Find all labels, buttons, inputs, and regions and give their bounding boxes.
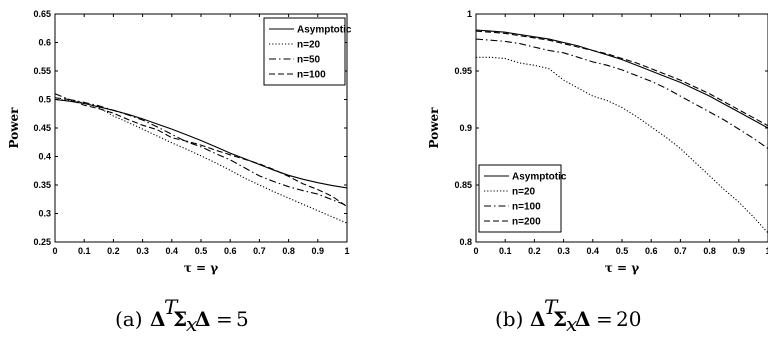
- legend-label: n=200: [512, 217, 541, 228]
- svg-text:Σ: Σ: [173, 307, 187, 331]
- series-group: [476, 29, 768, 234]
- svg-text:Δ: Δ: [150, 307, 166, 331]
- y-tick-label: 0.55: [33, 66, 51, 76]
- chart-a: 0 0.1 0.2 0.3 0.4 0.5 0.6 0.7 0.8 0.9 1 0.25 0.3 0.35…: [7, 9, 352, 275]
- y-tick-label: 0.8: [459, 237, 472, 247]
- x-tick-label: 0.4: [587, 246, 600, 256]
- x-axis-label: τ = γ: [605, 261, 639, 275]
- svg-text:T: T: [164, 295, 179, 319]
- y-axis-label: Power: [7, 107, 21, 149]
- caption-a-prefix: (a): [115, 307, 143, 331]
- x-tick-label: 0.6: [224, 246, 237, 256]
- svg-text:=: =: [216, 307, 233, 331]
- legend-label: n=50: [297, 55, 321, 66]
- legend-label: n=20: [297, 40, 321, 51]
- svg-text:Δ: Δ: [530, 307, 546, 331]
- y-tick-label: 0.6: [38, 38, 51, 48]
- series-line-asymptotic: [476, 29, 768, 129]
- x-tick-label: 0.8: [703, 246, 716, 256]
- series-line-n20: [476, 56, 768, 234]
- x-tick-label: 0.8: [282, 246, 295, 256]
- legend-label: Asymptotic: [297, 25, 352, 36]
- x-tick-label: 0.9: [312, 246, 325, 256]
- series-group: [55, 93, 347, 224]
- x-tick-label: 0.5: [616, 246, 629, 256]
- legend-label: Asymptotic: [512, 172, 567, 183]
- x-tick-label: 1: [765, 246, 768, 256]
- x-tick-label: 0.7: [674, 246, 687, 256]
- caption-b-value: 20: [616, 307, 641, 331]
- x-tick-label: 0.3: [136, 246, 149, 256]
- legend: Asymptotic n=20 n=50 n=100: [263, 17, 352, 86]
- svg-text:Σ: Σ: [553, 307, 567, 331]
- y-tick-label: 0.9: [459, 123, 472, 133]
- series-line-n100: [55, 97, 347, 208]
- x-tick-label: 0.3: [557, 246, 570, 256]
- y-tick-label: 0.65: [33, 9, 51, 19]
- svg-text:Δ: Δ: [575, 307, 591, 331]
- series-line-asymptotic: [55, 98, 347, 189]
- y-tick-label: 1: [467, 9, 472, 19]
- y-axis-label: Power: [427, 107, 441, 149]
- y-tick-label: 0.85: [454, 180, 472, 190]
- caption-a-math: Δ T Σ x Δ =: [150, 295, 233, 336]
- x-tick-label: 0.1: [78, 246, 91, 256]
- series-line-n100: [476, 38, 768, 149]
- x-tick-label: 0: [52, 246, 57, 256]
- svg-text:x: x: [566, 312, 577, 336]
- x-tick-label: 0.2: [528, 246, 541, 256]
- caption-a-value: 5: [236, 307, 249, 331]
- y-tick-label: 0.35: [33, 180, 51, 190]
- y-tick-label: 0.4: [38, 152, 51, 162]
- svg-text:x: x: [186, 312, 197, 336]
- y-tick-label: 0.25: [33, 237, 51, 247]
- x-tick-label: 0: [473, 246, 478, 256]
- series-line-n50: [55, 93, 347, 207]
- svg-text:Δ: Δ: [195, 307, 211, 331]
- x-tick-label: 0.6: [645, 246, 658, 256]
- legend: Asymptotic n=20 n=100 n=200: [478, 164, 567, 233]
- y-tick-label: 0.3: [38, 209, 51, 219]
- x-tick-label: 0.4: [166, 246, 179, 256]
- legend-label: n=100: [512, 202, 541, 213]
- x-axis-label: τ = γ: [184, 261, 218, 275]
- x-tick-label: 0.9: [733, 246, 746, 256]
- series-line-n20: [55, 98, 347, 224]
- x-tick-label: 0.2: [107, 246, 120, 256]
- series-line-n200: [476, 30, 768, 127]
- legend-label: n=100: [297, 70, 326, 81]
- y-tick-label: 0.45: [33, 123, 51, 133]
- legend-label: n=20: [512, 187, 536, 198]
- x-tick-label: 1: [344, 246, 349, 256]
- caption-b-prefix: (b): [495, 307, 523, 331]
- caption-b-math: Δ T Σ x Δ =: [530, 295, 613, 336]
- chart-b: 0 0.1 0.2 0.3 0.4 0.5 0.6 0.7 0.8 0.9 1 0.8 0.85 0.9 0…: [427, 9, 768, 275]
- y-tick-label: 0.5: [38, 95, 51, 105]
- x-tick-label: 0.5: [195, 246, 208, 256]
- svg-text:T: T: [544, 295, 559, 319]
- svg-text:=: =: [596, 307, 613, 331]
- y-tick-label: 0.95: [454, 66, 472, 76]
- x-tick-label: 0.1: [499, 246, 512, 256]
- x-tick-label: 0.7: [253, 246, 266, 256]
